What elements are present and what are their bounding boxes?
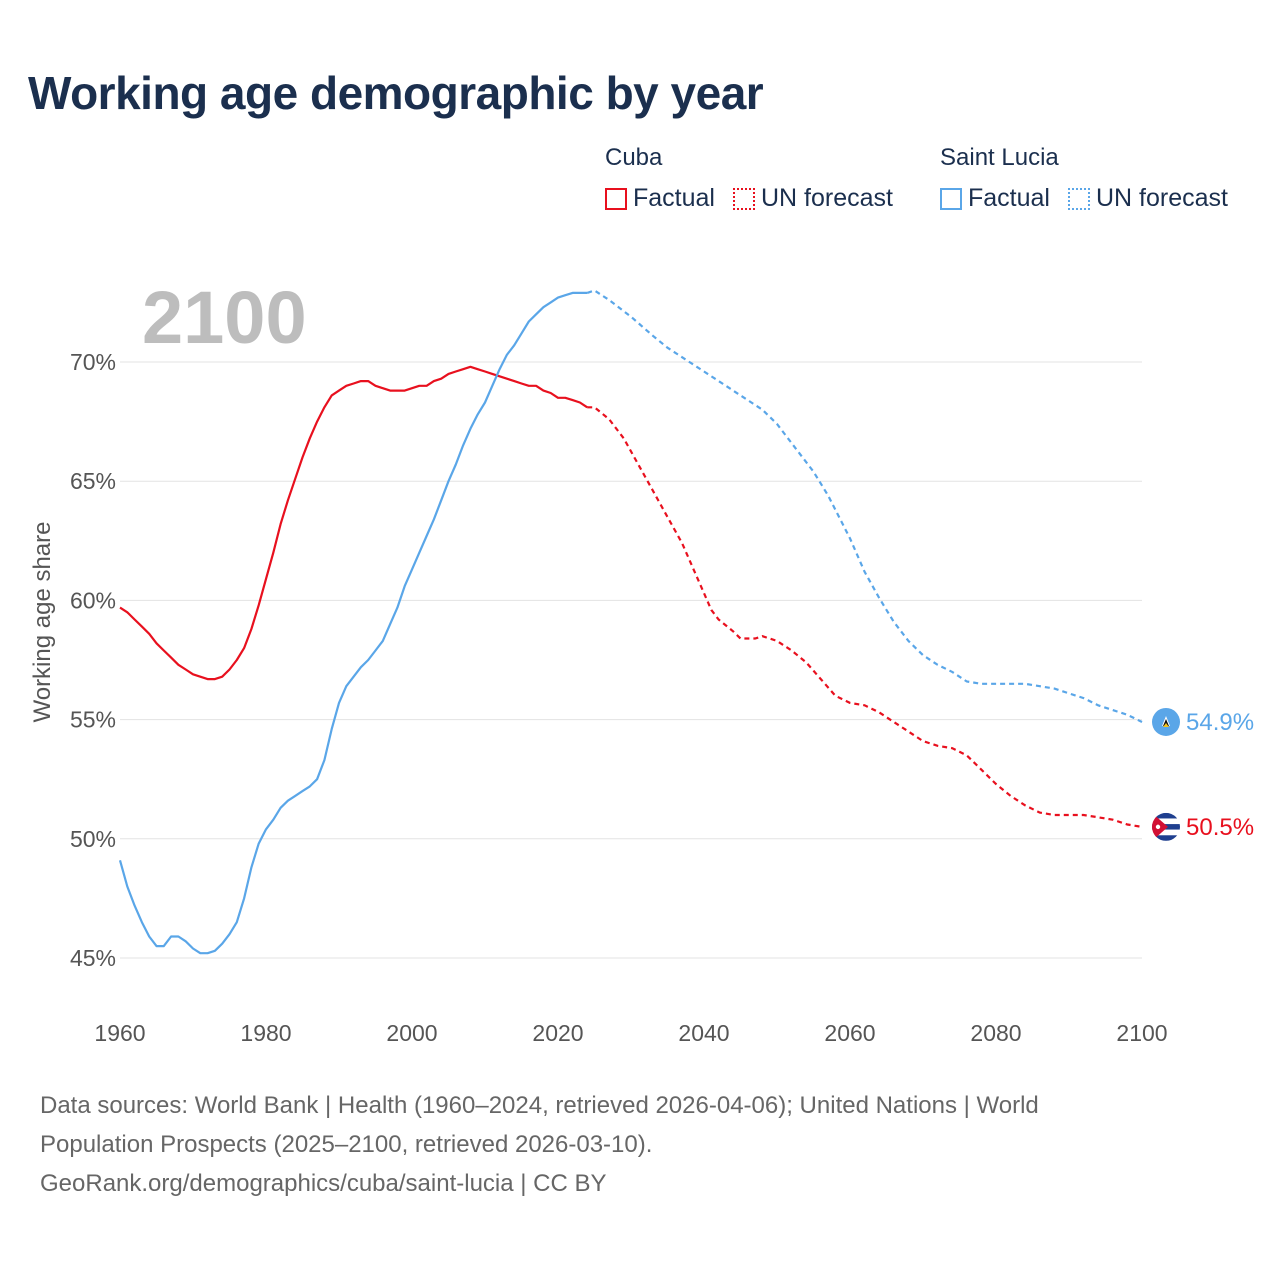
y-tick-label: 60% <box>70 587 116 613</box>
y-tick-label: 70% <box>70 349 116 375</box>
x-tick-label: 1960 <box>94 1020 145 1046</box>
legend-group-name: Cuba <box>605 144 663 171</box>
legend-group-name: Saint Lucia <box>940 144 1059 171</box>
legend-group-saint-lucia: Saint Lucia Factual UN forecast <box>940 144 1228 213</box>
legend-label: Factual <box>968 184 1050 212</box>
line-chart: 2100 Working age share 45% 50% 55% 60% 65% 70… <box>29 276 1254 1046</box>
legend-group-cuba: Cuba Factual UN forecast <box>605 144 893 213</box>
x-tick-label: 2020 <box>532 1020 583 1046</box>
y-tick-label: 45% <box>70 945 116 971</box>
end-value-label: 54.9% <box>1186 709 1254 736</box>
legend-label: Factual <box>633 184 715 212</box>
series-line-saint-lucia-factual <box>118 291 588 955</box>
footer-sources: Data sources: World Bank | Health (1960–… <box>40 1086 1240 1203</box>
year-watermark: 2100 <box>142 276 307 359</box>
series-line-saint-lucia-forecast <box>586 289 1143 723</box>
legend-swatch-solid <box>940 187 962 210</box>
cuba-flag-icon <box>1152 812 1180 841</box>
legend-swatch-dotted <box>1067 187 1090 210</box>
footer-line: Population Prospects (2025–2100, retriev… <box>40 1131 653 1158</box>
end-value-label: 50.5% <box>1186 814 1254 841</box>
legend-item-saint-lucia-factual[interactable]: Factual <box>940 184 1050 213</box>
chart-title: Working age demographic by year <box>28 67 764 119</box>
y-axis-label: Working age share <box>29 522 56 723</box>
x-tick-label: 2000 <box>386 1020 437 1046</box>
y-tick-label: 65% <box>70 468 116 494</box>
legend-item-cuba-forecast[interactable]: UN forecast <box>732 184 893 213</box>
legend-swatch-solid <box>605 187 627 210</box>
series-line-cuba-factual <box>119 365 588 681</box>
legend-item-cuba-factual[interactable]: Factual <box>605 184 715 213</box>
legend-item-saint-lucia-forecast[interactable]: UN forecast <box>1067 184 1228 213</box>
x-tick-label: 2100 <box>1116 1020 1167 1046</box>
y-tick-label: 50% <box>70 826 116 852</box>
x-tick-label: 1980 <box>240 1020 291 1046</box>
legend-label: UN forecast <box>1095 184 1228 212</box>
footer-line: Data sources: World Bank | Health (1960–… <box>40 1092 1039 1119</box>
footer-line: GeoRank.org/demographics/cuba/saint-luci… <box>40 1170 607 1197</box>
saint-lucia-flag-icon <box>1152 707 1180 736</box>
x-tick-label: 2080 <box>970 1020 1021 1046</box>
series-line-cuba-forecast <box>587 406 1143 828</box>
x-tick-label: 2060 <box>824 1020 875 1046</box>
x-tick-label: 2040 <box>678 1020 729 1046</box>
y-tick-label: 55% <box>70 707 116 733</box>
legend-label: UN forecast <box>760 184 893 212</box>
legend-swatch-dotted <box>732 187 755 210</box>
